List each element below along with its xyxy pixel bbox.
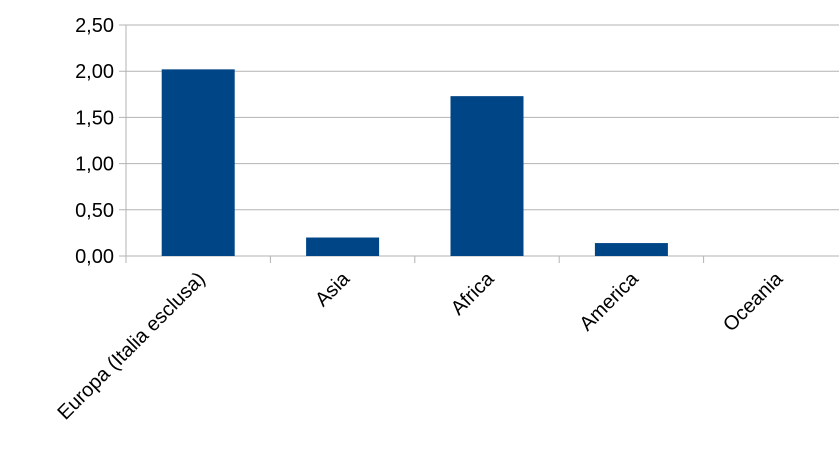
x-tick-labels: Europa (Italia esclusa) Asia Africa America… [53, 267, 787, 424]
x-tick-label: Europa (Italia esclusa) [53, 268, 209, 424]
y-tick-label: 0,00 [75, 246, 114, 268]
y-tick-label: 2,00 [75, 61, 114, 83]
bar-0 [161, 69, 235, 257]
x-tick-label: Asia [311, 267, 355, 311]
x-tick-label: Oceania [719, 267, 788, 336]
x-tick-label: America [576, 267, 644, 335]
y-tick-labels: 0,00 0,50 1,00 1,50 2,00 2,50 [75, 15, 114, 268]
x-tick-label: Africa [447, 267, 499, 319]
axes [125, 25, 705, 263]
bar-2 [450, 96, 524, 256]
y-tick-label: 2,50 [75, 15, 114, 37]
bar-3 [594, 243, 668, 256]
y-tick-label: 1,50 [75, 107, 114, 129]
bar-1 [306, 237, 380, 256]
bars [161, 69, 668, 257]
y-tick-label: 0,50 [75, 200, 114, 222]
y-tick-label: 1,00 [75, 154, 114, 176]
